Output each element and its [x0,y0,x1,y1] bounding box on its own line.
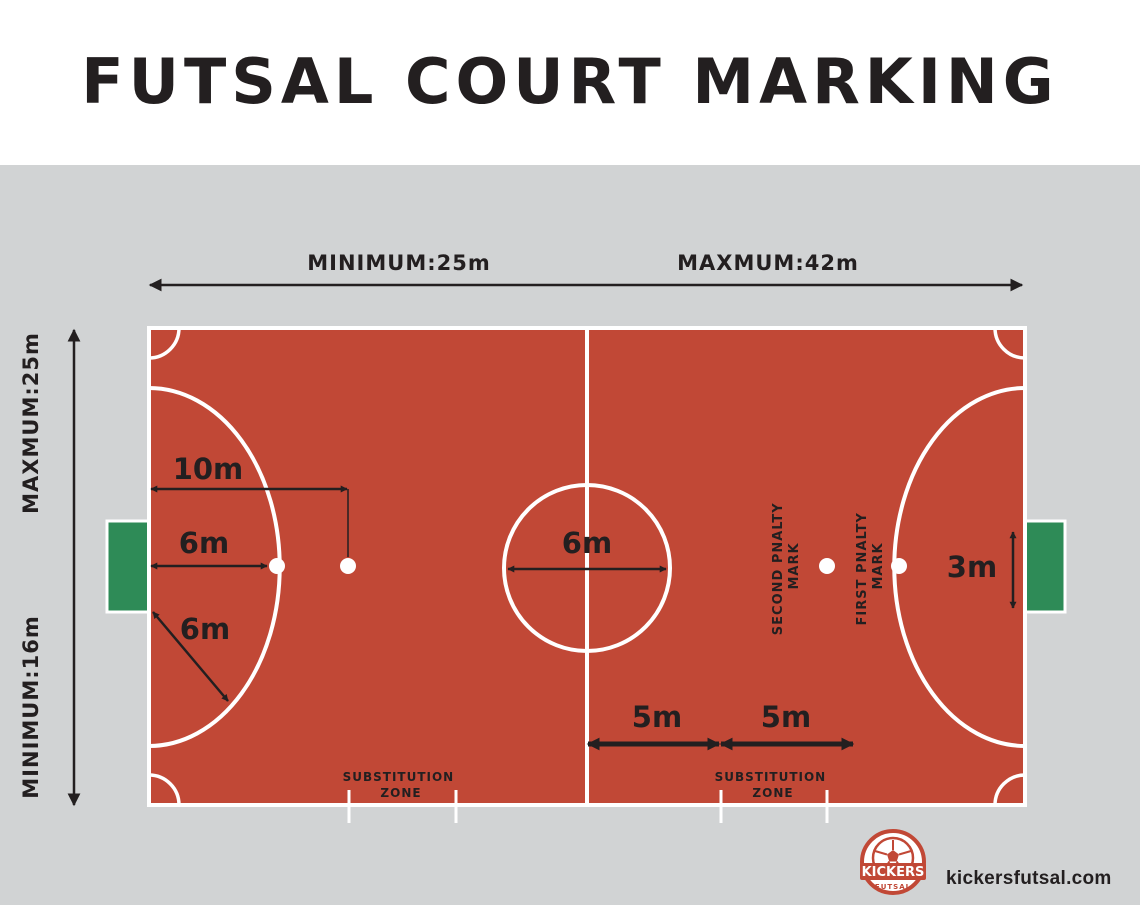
court-diagram: MINIMUM:25m MAXMUM:42m MAXMUM:25m MINIMU… [0,165,1140,905]
right-first-penalty-mark [891,558,907,574]
corner-arc-bottom-right [993,773,1026,806]
right-second-penalty-mark [819,558,835,574]
length-max-label: MAXMUM:42m [677,251,859,275]
arc-radius-label: 6m [180,612,230,646]
sub-zone-right-label: 5m [761,700,811,734]
goal-width-label: 3m [947,550,997,584]
logo-text-top: KICKERS [862,865,925,880]
second-penalty-caption-line2: MARK [787,542,802,589]
ball-panel [887,850,899,862]
logo-text-bottom: FUTSAL [875,883,911,891]
first-mark-label: 6m [179,526,229,560]
length-min-label: MINIMUM:25m [307,251,490,275]
left-second-penalty-mark [340,558,356,574]
centre-circle [502,483,672,653]
sub-zone-left-line2: ZONE [380,786,421,800]
sub-zone-right-line1: SUBSTITUTION [715,770,827,784]
corner-arc-top-left [148,327,181,360]
first-penalty-caption-line1: FIRST PNALTY [855,512,870,625]
left-first-penalty-mark [269,558,285,574]
centre-circle-label: 6m [562,526,612,560]
right-goal [1023,519,1067,614]
left-goal [105,519,151,614]
header: FUTSAL COURT MARKING [0,0,1140,165]
second-penalty-mark-caption: SECOND PNALTY MARK [771,497,802,635]
first-penalty-mark-caption: FIRST PNALTY MARK [855,507,886,626]
corner-arc-bottom-left [148,773,181,806]
first-penalty-caption-line2: MARK [871,542,886,589]
corner-arc-top-right [993,327,1026,360]
sub-zone-left-label: 5m [632,700,682,734]
website-link[interactable]: kickersfutsal.com [946,868,1112,889]
ten-m-label: 10m [173,452,244,486]
page-title: FUTSAL COURT MARKING [81,45,1059,118]
kickers-logo: KICKERS FUTSAL [860,829,926,895]
second-penalty-caption-line1: SECOND PNALTY [771,502,786,635]
sub-zone-right-line2: ZONE [752,786,793,800]
sub-zone-right-caption: SUBSTITUTION ZONE [715,770,832,800]
sub-zone-left-caption: SUBSTITUTION ZONE [343,770,460,800]
sub-zone-left-line1: SUBSTITUTION [343,770,455,784]
width-min-label: MINIMUM:16m [19,615,43,798]
logo-banner [860,863,926,880]
width-max-label: MAXMUM:25m [19,332,43,514]
arc-radius-arrow [152,611,229,702]
